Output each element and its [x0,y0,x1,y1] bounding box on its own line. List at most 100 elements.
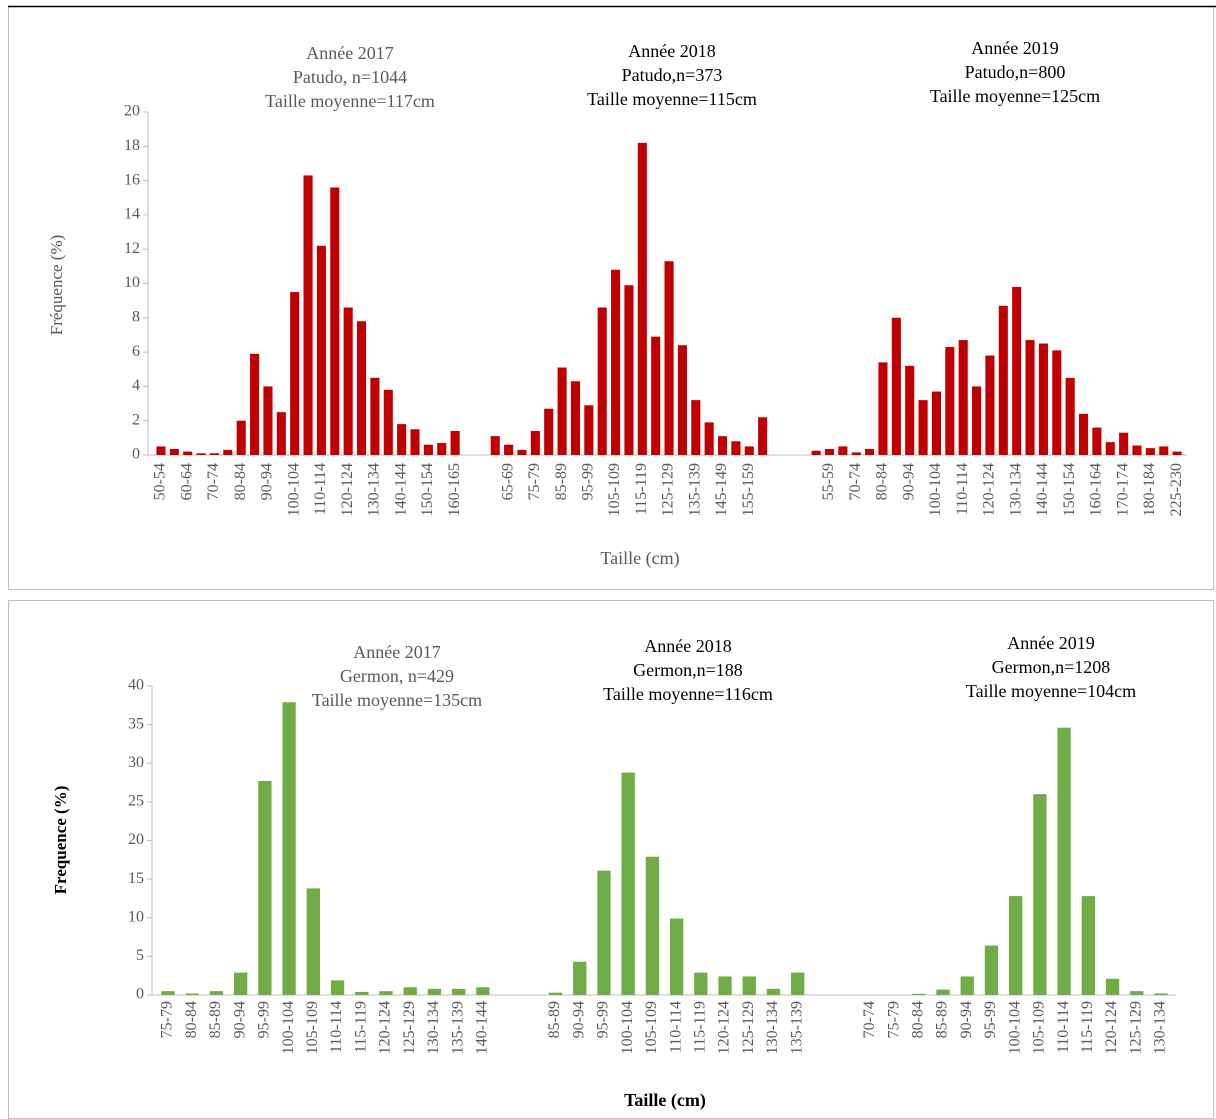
bar [330,980,345,995]
bar [343,307,353,455]
bar [209,991,224,995]
x-tick-label: 95-99 [580,463,597,500]
y-tick-label: 5 [136,947,144,964]
bar [544,408,554,455]
bar [878,362,888,455]
annotation: Taille moyenne=104cm [966,681,1136,701]
y-tick-label: 15 [128,870,144,887]
x-tick-label: 140-144 [474,1001,491,1054]
x-tick-label: 85-89 [934,1001,951,1038]
x-tick-label: 140-144 [1034,463,1051,516]
bar [410,429,420,455]
y-tick-label: 0 [132,446,140,463]
x-tick-label: 135-139 [449,1001,466,1054]
bar [250,353,260,455]
bar [984,945,999,995]
bar [383,389,393,455]
y-tick-label: 6 [132,343,140,360]
y-tick-label: 20 [128,831,144,848]
bar [664,261,674,455]
bar [1033,794,1047,995]
annotation: Année 2017 [306,43,393,63]
x-tick-label: 115-119 [352,1001,369,1053]
x-tick-label: 180-184 [1141,463,1158,516]
bar [597,870,611,995]
annotation: Taille moyenne=135cm [312,690,482,710]
x-tick-label: 75-79 [526,463,543,500]
bar [223,449,233,455]
bar [918,400,928,455]
bar [504,444,514,455]
annotation: Taille moyenne=116cm [603,684,773,704]
annotation: Taille moyenne=125cm [930,86,1100,106]
y-axis-title: Fréquence (%) [47,235,66,336]
x-tick-label: 75-79 [885,1001,902,1038]
bar [356,321,367,455]
bar [161,991,175,995]
bar [1012,286,1022,455]
x-tick-label: 120-124 [716,1001,733,1054]
bar [423,444,433,455]
bar [437,442,447,455]
x-tick-label: 100-104 [927,463,944,516]
bar [1009,896,1023,995]
x-tick-label: 110-114 [954,463,971,515]
bar [1154,993,1168,995]
bar [573,961,587,995]
x-tick-label: 50-54 [152,463,169,500]
bar [1159,446,1169,455]
annotation: Année 2018 [644,636,731,656]
bar [945,346,955,455]
bar [742,976,756,995]
bar [584,405,594,455]
bar [704,422,714,455]
x-tick-label: 65-69 [499,463,516,500]
x-tick-label: 225-230 [1168,463,1185,516]
y-tick-label: 40 [128,677,144,694]
bar [718,976,732,995]
x-tick-label: 100-104 [280,1001,297,1054]
x-tick-label: 90-94 [570,1001,587,1038]
x-tick-label: 85-89 [207,1001,224,1038]
bar [960,976,974,995]
bar [621,772,635,995]
x-tick-label: 95-99 [982,1001,999,1038]
bar [811,450,821,455]
bar [998,305,1008,455]
x-tick-label: 105-109 [1031,1001,1048,1054]
x-tick-label: 80-84 [909,1001,926,1038]
x-tick-label: 120-124 [377,1001,394,1054]
bar [476,987,490,995]
bar [731,441,741,455]
y-tick-label: 8 [132,308,140,325]
x-tick-label: 115-119 [692,1001,709,1053]
bar [1057,727,1071,995]
bar [1052,350,1062,455]
bar [758,417,768,455]
x-tick-label: 135-139 [686,463,703,516]
x-tick-label: 80-84 [874,463,891,500]
annotation: Patudo,n=800 [965,62,1066,82]
bar [548,992,563,995]
x-tick-label: 70-74 [205,463,222,500]
bar [905,365,915,455]
x-tick-label: 120-124 [981,463,998,516]
x-tick-label: 130-134 [1007,463,1024,516]
y-axis-title: Frequence (%) [51,786,70,895]
x-axis-title: Taille (cm) [624,1090,706,1111]
x-tick-label: 145-149 [713,463,730,516]
annotation: Patudo, n=1044 [293,67,407,87]
x-tick-label: 85-89 [553,463,570,500]
bar [557,367,567,455]
bar [490,436,500,455]
bar [611,269,621,455]
x-tick-label: 100-104 [1006,1001,1023,1054]
x-tick-label: 110-114 [667,1001,684,1053]
bar [851,452,861,455]
x-tick-label: 150-154 [419,463,436,516]
x-tick-label: 130-134 [366,463,383,516]
bar [290,292,300,455]
annotation: Année 2018 [628,41,715,61]
bar [1132,445,1142,455]
